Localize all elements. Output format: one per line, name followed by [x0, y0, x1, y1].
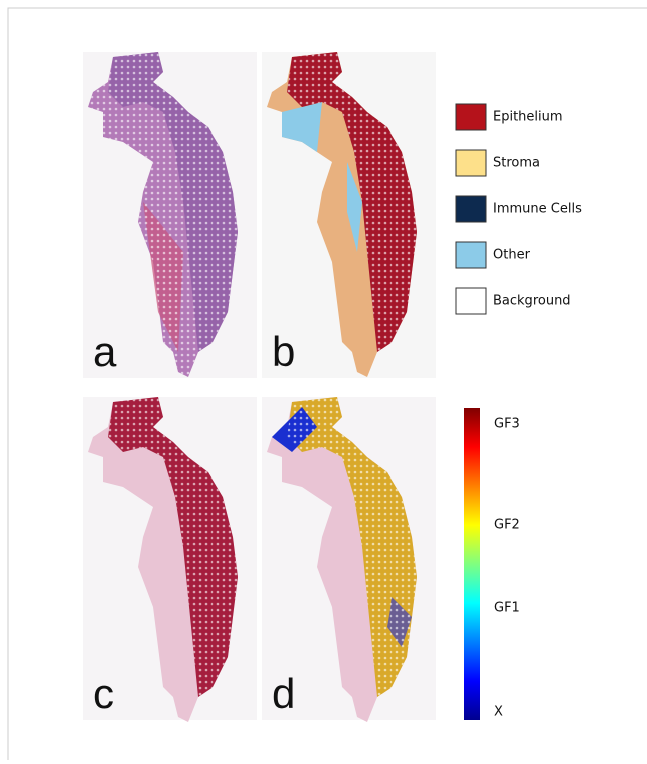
- legend-swatch: [456, 242, 486, 268]
- legend-swatch: [456, 150, 486, 176]
- legend-label: Epithelium: [493, 110, 563, 125]
- legend-swatch: [456, 288, 486, 314]
- colorbar-label: GF2: [494, 518, 520, 533]
- colorbar-label: GF1: [494, 601, 520, 616]
- figure: a b c d Epithelium Stroma Immune Cells Othe…: [0, 0, 647, 760]
- panel-label: a: [93, 328, 117, 375]
- panel-label: b: [272, 328, 295, 375]
- colorbar-label: GF3: [494, 417, 520, 432]
- legend-label: Background: [493, 294, 571, 309]
- legend-label: Other: [493, 248, 531, 263]
- legend-swatch: [456, 104, 486, 130]
- legend-label: Stroma: [493, 156, 540, 171]
- panel-label: d: [272, 670, 295, 717]
- panel-label: c: [93, 670, 114, 717]
- colorbar-label: X: [494, 705, 503, 720]
- legend-swatch: [456, 196, 486, 222]
- legend: Epithelium Stroma Immune Cells Other Backgro…: [456, 104, 582, 314]
- colorbar-labels: GF3 GF2 GF1 X: [494, 417, 520, 720]
- colorbar: [464, 408, 480, 720]
- legend-label: Immune Cells: [493, 202, 582, 217]
